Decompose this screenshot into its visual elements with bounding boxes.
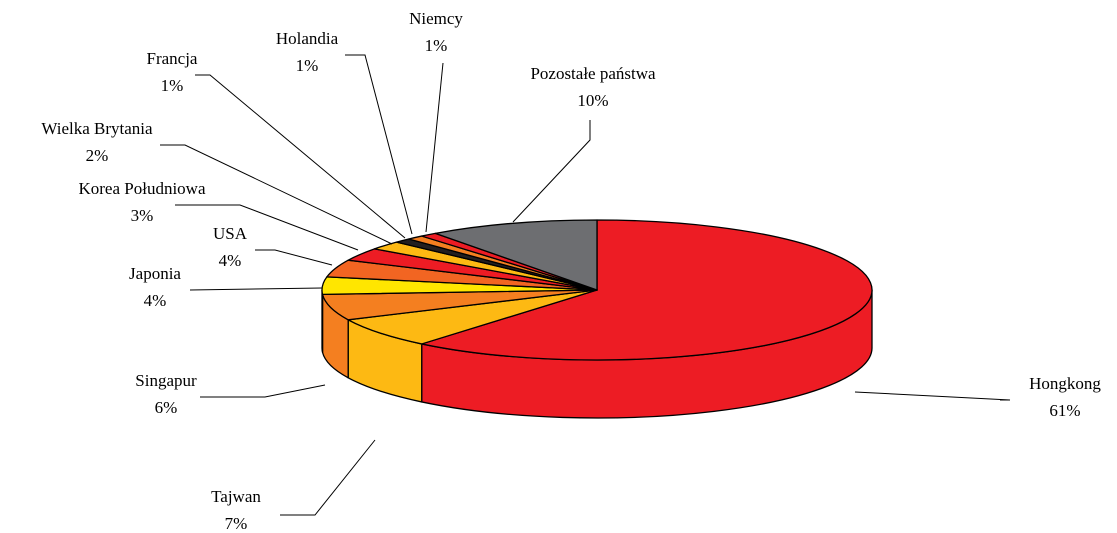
category-label: Hongkong: [1029, 374, 1101, 393]
leader-line: [189, 287, 323, 291]
value-label: 3%: [131, 206, 154, 225]
leader-line: [160, 144, 393, 245]
category-label: Pozostałe państwa: [530, 64, 656, 83]
leader-line: [255, 249, 333, 266]
value-label: 6%: [155, 398, 178, 417]
leader-line: [425, 62, 444, 233]
value-label: 10%: [577, 91, 608, 110]
value-label: 1%: [161, 76, 184, 95]
slice: [421, 219, 873, 361]
value-label: 61%: [1049, 401, 1080, 420]
leader-line: [195, 74, 406, 239]
category-label: Japonia: [129, 264, 181, 283]
leader-line: [175, 204, 359, 251]
value-label: 7%: [225, 514, 248, 533]
slice: [434, 219, 598, 291]
category-label: USA: [213, 224, 248, 243]
value-label: 1%: [296, 56, 319, 75]
category-label: Tajwan: [211, 487, 261, 506]
value-label: 4%: [219, 251, 242, 270]
category-label: Holandia: [276, 29, 339, 48]
leader-line: [280, 439, 376, 516]
leader-line: [854, 391, 1011, 401]
value-label: 4%: [144, 291, 167, 310]
value-label: 1%: [425, 36, 448, 55]
slice-side: [321, 289, 324, 354]
leader-line: [512, 120, 591, 223]
category-label: Wielka Brytania: [41, 119, 153, 138]
labels: Hongkong 61% Tajwan 7% Singapur 6% Japonia 4% US…: [41, 9, 1101, 533]
category-label: Korea Południowa: [78, 179, 205, 198]
leader-line: [200, 384, 326, 398]
category-label: Niemcy: [409, 9, 463, 28]
pie-tops: [321, 219, 873, 361]
leader-line: [345, 54, 413, 235]
category-label: Singapur: [135, 371, 197, 390]
slice: [347, 289, 598, 345]
value-label: 2%: [86, 146, 109, 165]
category-label: Francja: [147, 49, 198, 68]
